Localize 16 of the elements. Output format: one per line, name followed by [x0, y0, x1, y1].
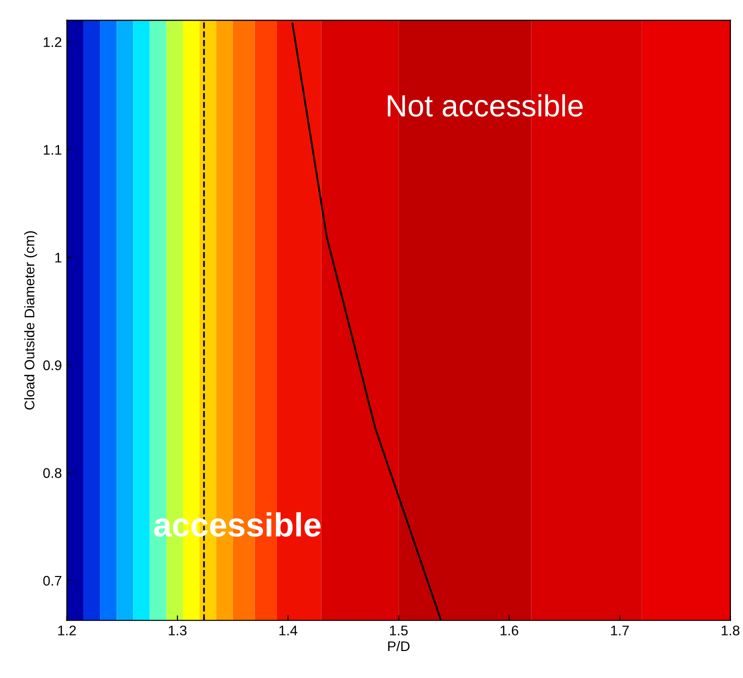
- x-tick-label: 1.3: [168, 626, 186, 636]
- x-tick-label: 1.2: [58, 626, 76, 636]
- y-tick-label: 0.8: [43, 468, 62, 478]
- x-tick-label: 1.8: [722, 626, 740, 636]
- x-tick-label: 1.6: [500, 626, 518, 636]
- y-tick-label: 1: [55, 252, 62, 262]
- x-tick-label: 1.7: [611, 626, 629, 636]
- x-tick-label: 1.5: [390, 626, 408, 636]
- y-axis-title: Cload Outside Diameter (cm): [24, 231, 38, 410]
- x-tick-label: 1.4: [279, 626, 298, 636]
- y-tick-label: 0.9: [43, 360, 62, 370]
- x-axis-title: P/D: [388, 640, 410, 652]
- annotation: Not accessible: [388, 94, 583, 117]
- y-tick-label: 1.1: [44, 145, 62, 155]
- y-tick-label: 1.2: [44, 37, 62, 47]
- y-tick-label: 0.7: [43, 576, 62, 586]
